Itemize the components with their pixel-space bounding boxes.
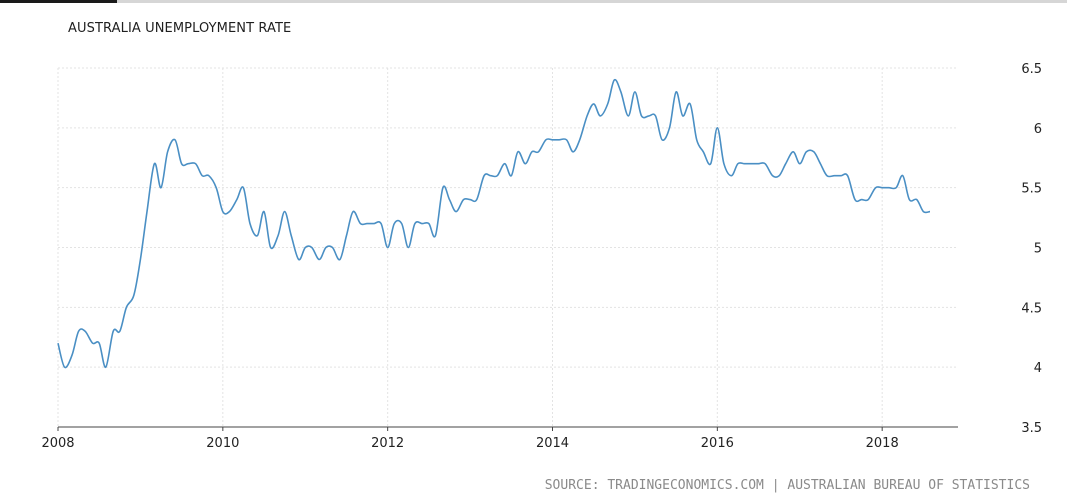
y-tick-label: 4 xyxy=(1034,361,1042,376)
top-rule-accent xyxy=(0,0,117,3)
y-tick-label: 6 xyxy=(1034,122,1042,137)
x-tick-label: 2014 xyxy=(536,436,569,451)
y-tick-label: 4.5 xyxy=(1021,301,1042,316)
series-line xyxy=(57,78,931,369)
x-tick-label: 2010 xyxy=(206,436,239,451)
y-tick-label: 5.5 xyxy=(1021,182,1042,197)
x-tick-label: 2018 xyxy=(866,436,899,451)
y-tick-label: 6.5 xyxy=(1021,62,1042,77)
x-tick-label: 2008 xyxy=(41,436,74,451)
y-tick-label: 3.5 xyxy=(1021,421,1042,436)
series-layer xyxy=(57,78,931,369)
top-rule xyxy=(0,0,1067,3)
source-note: SOURCE: TRADINGECONOMICS.COM | AUSTRALIA… xyxy=(544,478,1030,493)
chart-title: AUSTRALIA UNEMPLOYMENT RATE xyxy=(68,21,292,36)
x-tick-label: 2016 xyxy=(701,436,734,451)
gridlines xyxy=(57,67,958,427)
y-tick-label: 5 xyxy=(1034,242,1042,257)
x-axis-ticks: 2008 2010 2012 2014 2016 2018 xyxy=(41,427,899,451)
x-tick-label: 2012 xyxy=(371,436,404,451)
y-axis-ticks: 3.5 4 4.5 5 5.5 6 6.5 xyxy=(1021,62,1042,436)
